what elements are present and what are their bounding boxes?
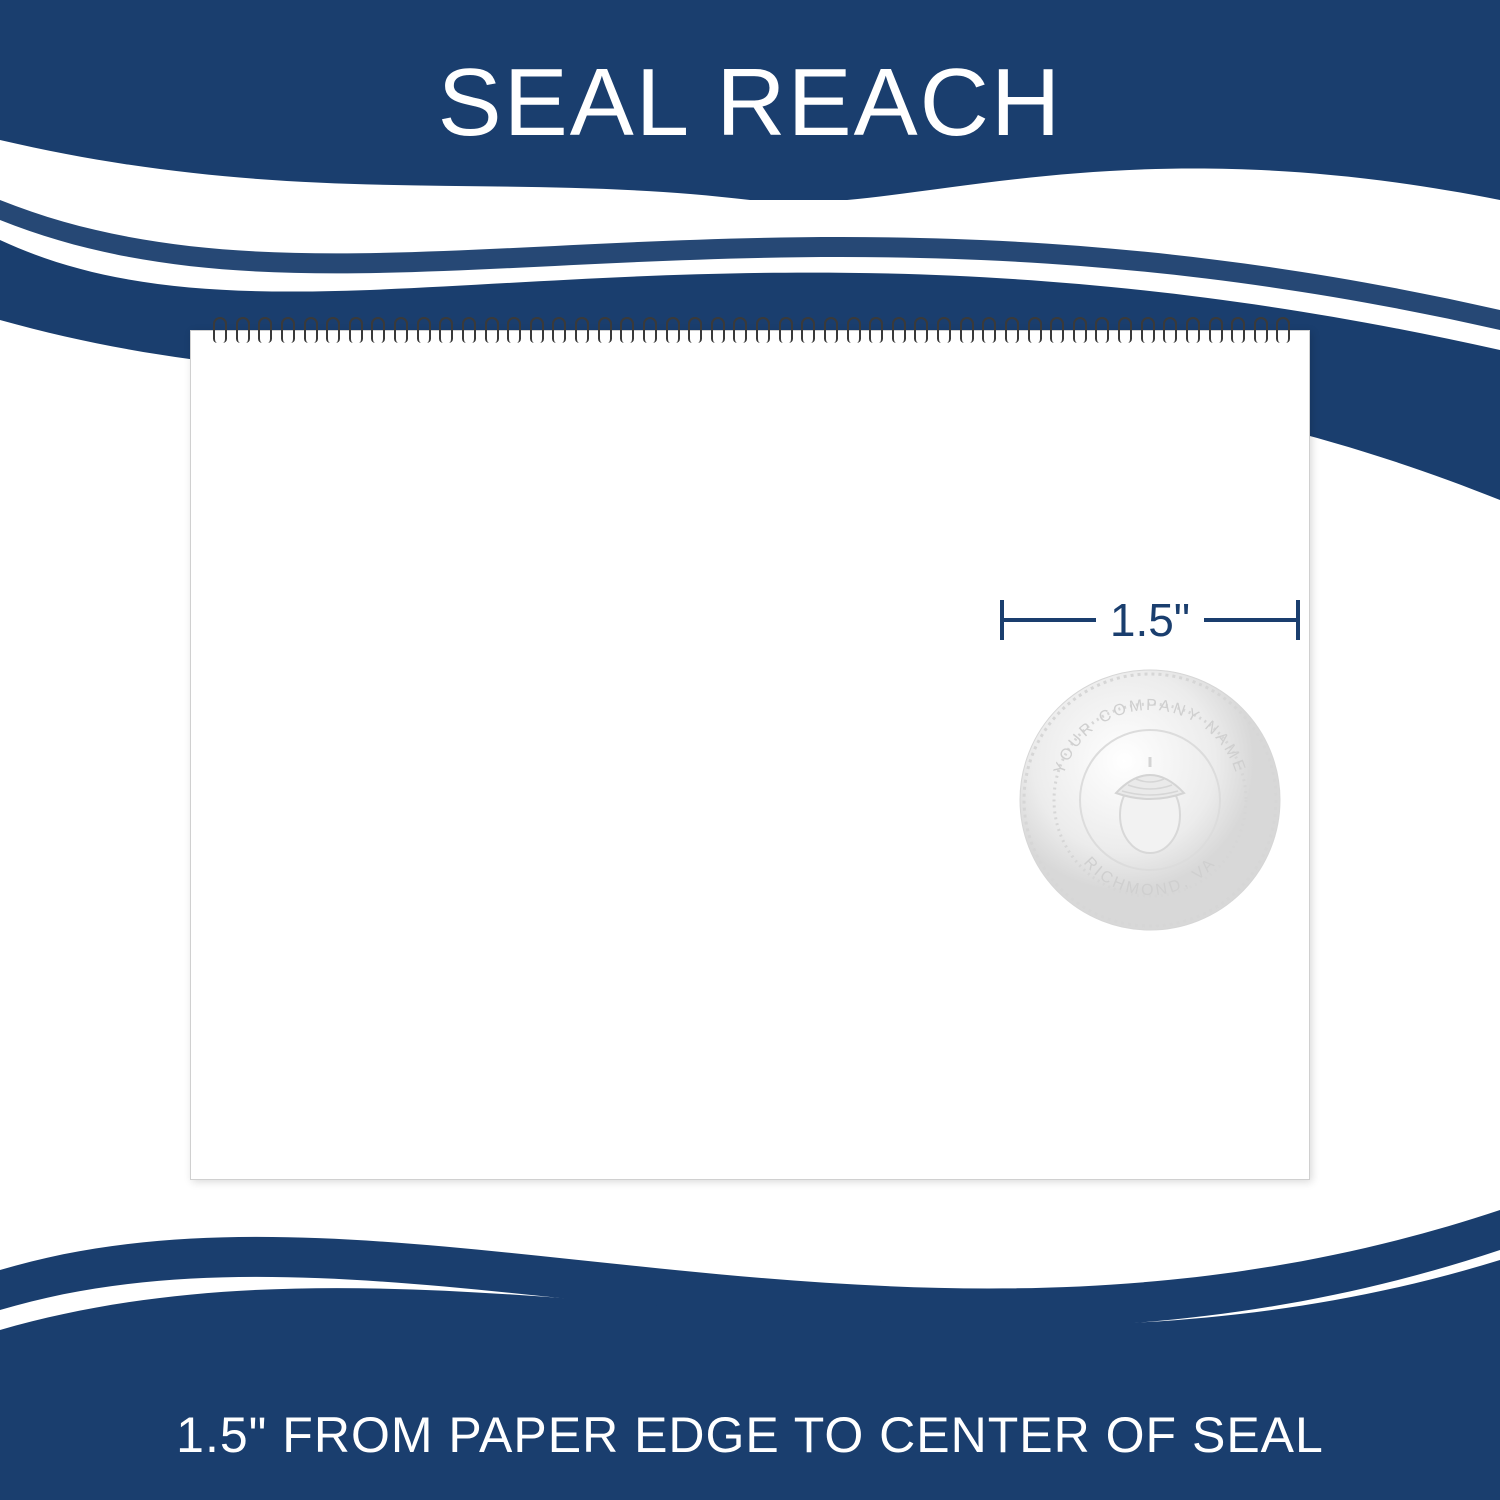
spiral-ring xyxy=(256,317,270,345)
spiral-ring xyxy=(958,317,972,345)
spiral-ring xyxy=(1274,317,1288,345)
infographic-container: SEAL REACH 1.5" xyxy=(0,0,1500,1500)
spiral-binding xyxy=(211,317,1289,347)
spiral-ring xyxy=(1071,317,1085,345)
spiral-ring xyxy=(211,317,225,345)
spiral-ring xyxy=(505,317,519,345)
spiral-ring xyxy=(437,317,451,345)
spiral-ring xyxy=(1207,317,1221,345)
spiral-ring xyxy=(573,317,587,345)
spiral-ring xyxy=(279,317,293,345)
spiral-ring xyxy=(731,317,745,345)
page-title: SEAL REACH xyxy=(0,48,1500,158)
spiral-ring xyxy=(1026,317,1040,345)
seal-svg: YOUR COMPANY NAME RICHMOND, VA xyxy=(1010,660,1290,940)
spiral-ring xyxy=(618,317,632,345)
bracket-left xyxy=(1000,618,1096,622)
measurement-indicator: 1.5" xyxy=(1000,590,1300,650)
spiral-ring xyxy=(415,317,429,345)
spiral-ring xyxy=(460,317,474,345)
spiral-ring xyxy=(1161,317,1175,345)
spiral-ring xyxy=(392,317,406,345)
spiral-ring xyxy=(1229,317,1243,345)
spiral-ring xyxy=(709,317,723,345)
embossed-seal: YOUR COMPANY NAME RICHMOND, VA xyxy=(1010,660,1290,940)
spiral-ring xyxy=(822,317,836,345)
spiral-ring xyxy=(347,317,361,345)
footer-band: 1.5" FROM PAPER EDGE TO CENTER OF SEAL xyxy=(0,1370,1500,1500)
spiral-ring xyxy=(483,317,497,345)
spiral-ring xyxy=(641,317,655,345)
spiral-ring xyxy=(1116,317,1130,345)
measurement-label: 1.5" xyxy=(1110,593,1190,647)
spiral-ring xyxy=(550,317,564,345)
spiral-ring xyxy=(324,317,338,345)
spiral-ring xyxy=(528,317,542,345)
spiral-ring xyxy=(912,317,926,345)
spiral-ring xyxy=(1184,317,1198,345)
spiral-ring xyxy=(754,317,768,345)
spiral-ring xyxy=(1139,317,1153,345)
bracket-right xyxy=(1204,618,1300,622)
spiral-ring xyxy=(777,317,791,345)
spiral-ring xyxy=(1252,317,1266,345)
spiral-ring xyxy=(1048,317,1062,345)
spiral-ring xyxy=(1003,317,1017,345)
spiral-ring xyxy=(867,317,881,345)
spiral-ring xyxy=(596,317,610,345)
footer-text: 1.5" FROM PAPER EDGE TO CENTER OF SEAL xyxy=(176,1406,1324,1464)
spiral-ring xyxy=(302,317,316,345)
spiral-ring xyxy=(935,317,949,345)
spiral-ring xyxy=(369,317,383,345)
spiral-ring xyxy=(234,317,248,345)
spiral-ring xyxy=(890,317,904,345)
spiral-ring xyxy=(845,317,859,345)
spiral-ring xyxy=(980,317,994,345)
spiral-ring xyxy=(1093,317,1107,345)
spiral-ring xyxy=(686,317,700,345)
spiral-ring xyxy=(799,317,813,345)
spiral-ring xyxy=(664,317,678,345)
